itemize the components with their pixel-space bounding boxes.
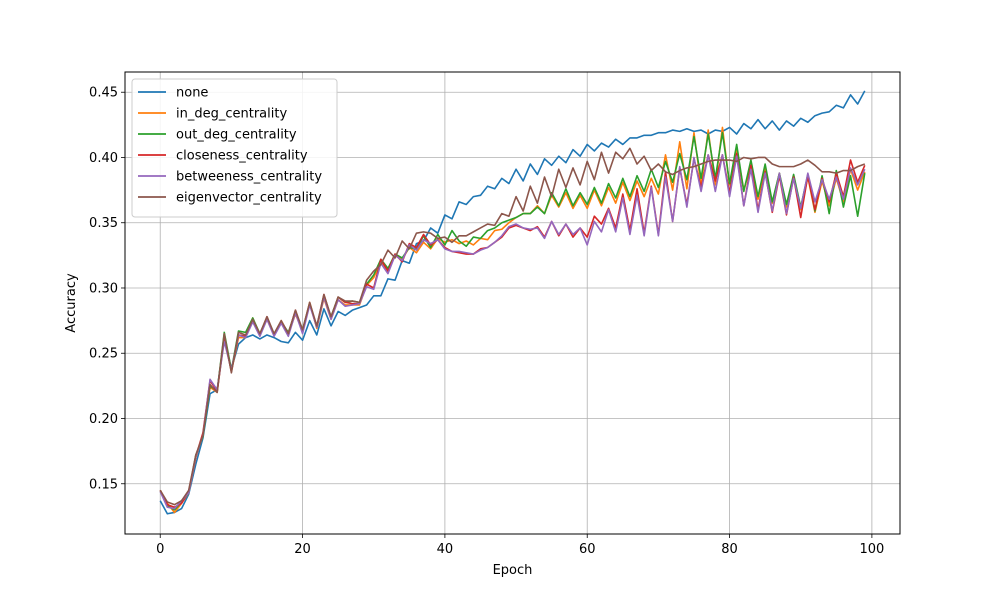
y-axis-label: Accuracy	[64, 273, 79, 333]
series-line-none	[159, 90, 866, 515]
legend: none in_deg_centrality out_deg_centralityc…	[131, 78, 338, 218]
axis-ticks: 0 20 40 60 80 100 0.15 0.20 0.25 0.30 0.35 0.40 0.45	[89, 86, 884, 557]
series-line-betweeness-centrality	[159, 154, 866, 510]
x-tick-label: 60	[579, 542, 596, 557]
legend-entry: eigenvector_centrality	[176, 191, 322, 206]
series-line-eigenvector-centrality	[159, 147, 866, 506]
legend-entry: closeness_centrality	[176, 149, 308, 164]
legend-entry: betweeness_centrality	[176, 170, 322, 185]
series-lines	[159, 90, 866, 515]
legend-entry: out_deg_centrality	[176, 128, 297, 143]
x-tick-label: 80	[721, 542, 738, 557]
grid	[125, 72, 900, 534]
plot-frame	[124, 71, 901, 535]
y-tick-label: 0.25	[89, 347, 118, 362]
x-tick-label: 40	[437, 542, 454, 557]
legend-entry: none	[176, 86, 208, 101]
legend-entry: in_deg_centrality	[176, 107, 287, 122]
y-tick-label: 0.30	[89, 281, 118, 296]
x-tick-label: 20	[294, 542, 311, 557]
y-tick-label: 0.20	[89, 412, 118, 427]
y-tick-label: 0.45	[89, 86, 118, 101]
x-axis-label: Epoch	[493, 563, 533, 578]
x-tick-label: 0	[156, 542, 164, 557]
y-tick-label: 0.15	[89, 477, 118, 492]
legend-box	[131, 78, 338, 218]
y-tick-label: 0.35	[89, 216, 118, 231]
x-tick-label: 100	[859, 542, 884, 557]
y-tick-label: 0.40	[89, 151, 118, 166]
